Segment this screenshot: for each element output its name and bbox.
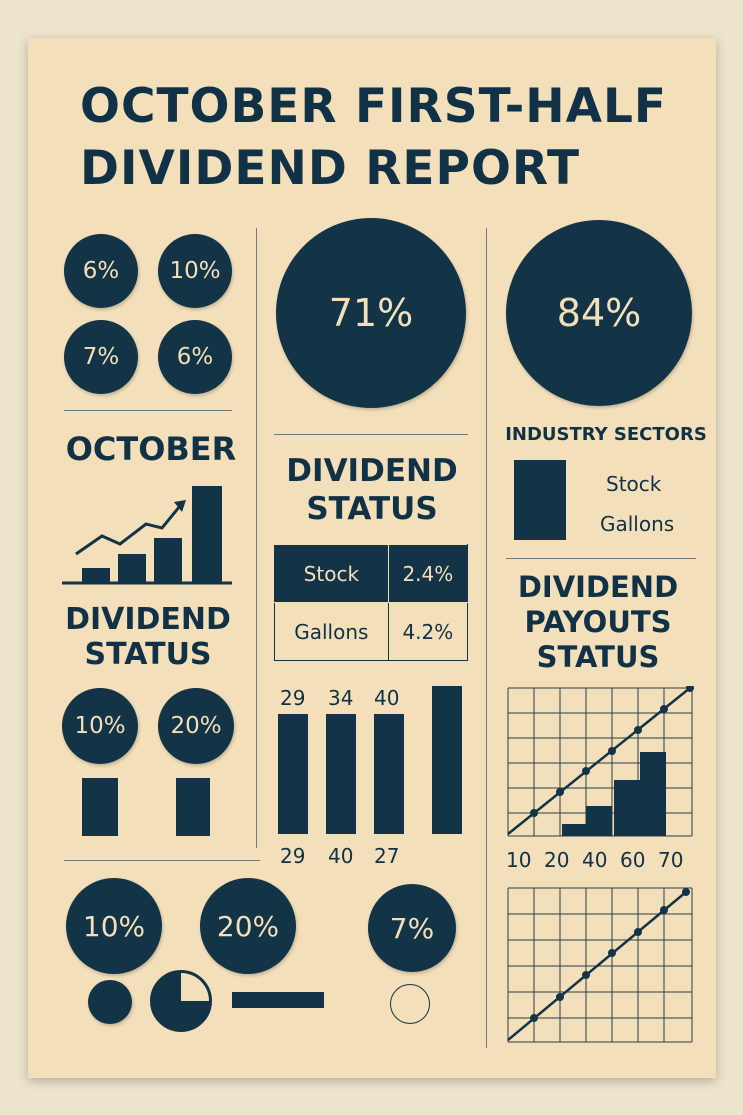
sector-block (514, 460, 566, 540)
bar-bottom-label: 27 (374, 844, 400, 868)
axis-label: 20 (544, 848, 570, 872)
divider-left (256, 228, 257, 848)
status-block (176, 778, 210, 836)
pct-circle: 6% (64, 234, 138, 308)
axis-label: 10 (506, 848, 532, 872)
pct-circle: 20% (158, 688, 234, 764)
divider-left-1 (64, 410, 232, 411)
status-block (82, 778, 118, 836)
axis-label: 40 (582, 848, 608, 872)
progress-bar (232, 992, 324, 1008)
divider-left-2 (64, 860, 260, 861)
payouts-line-2: PAYOUTS (524, 605, 672, 639)
pct-circle: 10% (66, 878, 162, 974)
title-line-1: OCTOBER FIRST-HALF (80, 79, 668, 134)
pie-chart-icon (150, 970, 212, 1032)
bar-bottom-label: 40 (328, 844, 354, 868)
center-status-line-1: DIVIDEND (286, 453, 458, 489)
page-title: OCTOBER FIRST-HALF DIVIDEND REPORT (80, 76, 720, 200)
axis-label: 60 (620, 848, 646, 872)
table-cell: Stock (274, 544, 389, 603)
pct-circle: 10% (158, 234, 232, 308)
october-label: OCTOBER (65, 430, 237, 468)
bar-top-label: 40 (374, 686, 400, 710)
payouts-line-3: STATUS (536, 640, 660, 674)
bar-top-label: 29 (280, 686, 306, 710)
center-bar (278, 714, 308, 834)
table-cell: 2.4% (387, 544, 469, 603)
poster: OCTOBER FIRST-HALF DIVIDEND REPORT 6% 10… (28, 38, 716, 1078)
sector-item: Gallons (600, 512, 675, 536)
bar-bottom-label: 29 (280, 844, 306, 868)
pct-circle: 10% (62, 688, 138, 764)
pct-circle: 20% (200, 878, 296, 974)
left-status-line-1: DIVIDEND (65, 602, 231, 637)
pct-circle: 6% (158, 320, 232, 394)
payouts-line-1: DIVIDEND (517, 570, 679, 604)
payout-grid-chart (507, 686, 694, 837)
table-row: Gallons 4.2% (274, 602, 469, 661)
divider-right (486, 228, 487, 1048)
center-status-line-2: STATUS (306, 491, 438, 527)
big-pct-circle: 71% (276, 218, 466, 408)
table-row: Stock 2.4% (274, 544, 469, 603)
growth-chart-icon (62, 486, 232, 585)
divider-center-1 (274, 434, 468, 435)
center-dividend-status: DIVIDEND STATUS (272, 452, 472, 528)
big-pct-circle: 84% (506, 220, 692, 406)
title-line-2: DIVIDEND REPORT (80, 141, 581, 196)
dot-icon (88, 980, 132, 1024)
center-bar (374, 714, 404, 834)
bar-top-label: 34 (328, 686, 354, 710)
axis-label: 70 (658, 848, 684, 872)
table-cell: 4.2% (387, 602, 469, 661)
left-status-line-2: STATUS (84, 637, 212, 672)
pct-circle: 7% (64, 320, 138, 394)
payout-line-grid (507, 887, 693, 1043)
payouts-heading: DIVIDEND PAYOUTS STATUS (496, 570, 700, 675)
table-cell: Gallons (274, 602, 389, 661)
left-dividend-status: DIVIDEND STATUS (48, 602, 248, 672)
center-bar (432, 686, 462, 834)
sector-item: Stock (606, 472, 662, 496)
center-bar (326, 714, 356, 834)
divider-right-1 (506, 558, 696, 559)
status-table: Stock 2.4% Gallons 4.2% (274, 544, 469, 661)
empty-circle-icon (390, 984, 430, 1024)
pct-circle: 7% (368, 884, 456, 972)
industry-sectors-title: INDUSTRY SECTORS (505, 424, 707, 445)
